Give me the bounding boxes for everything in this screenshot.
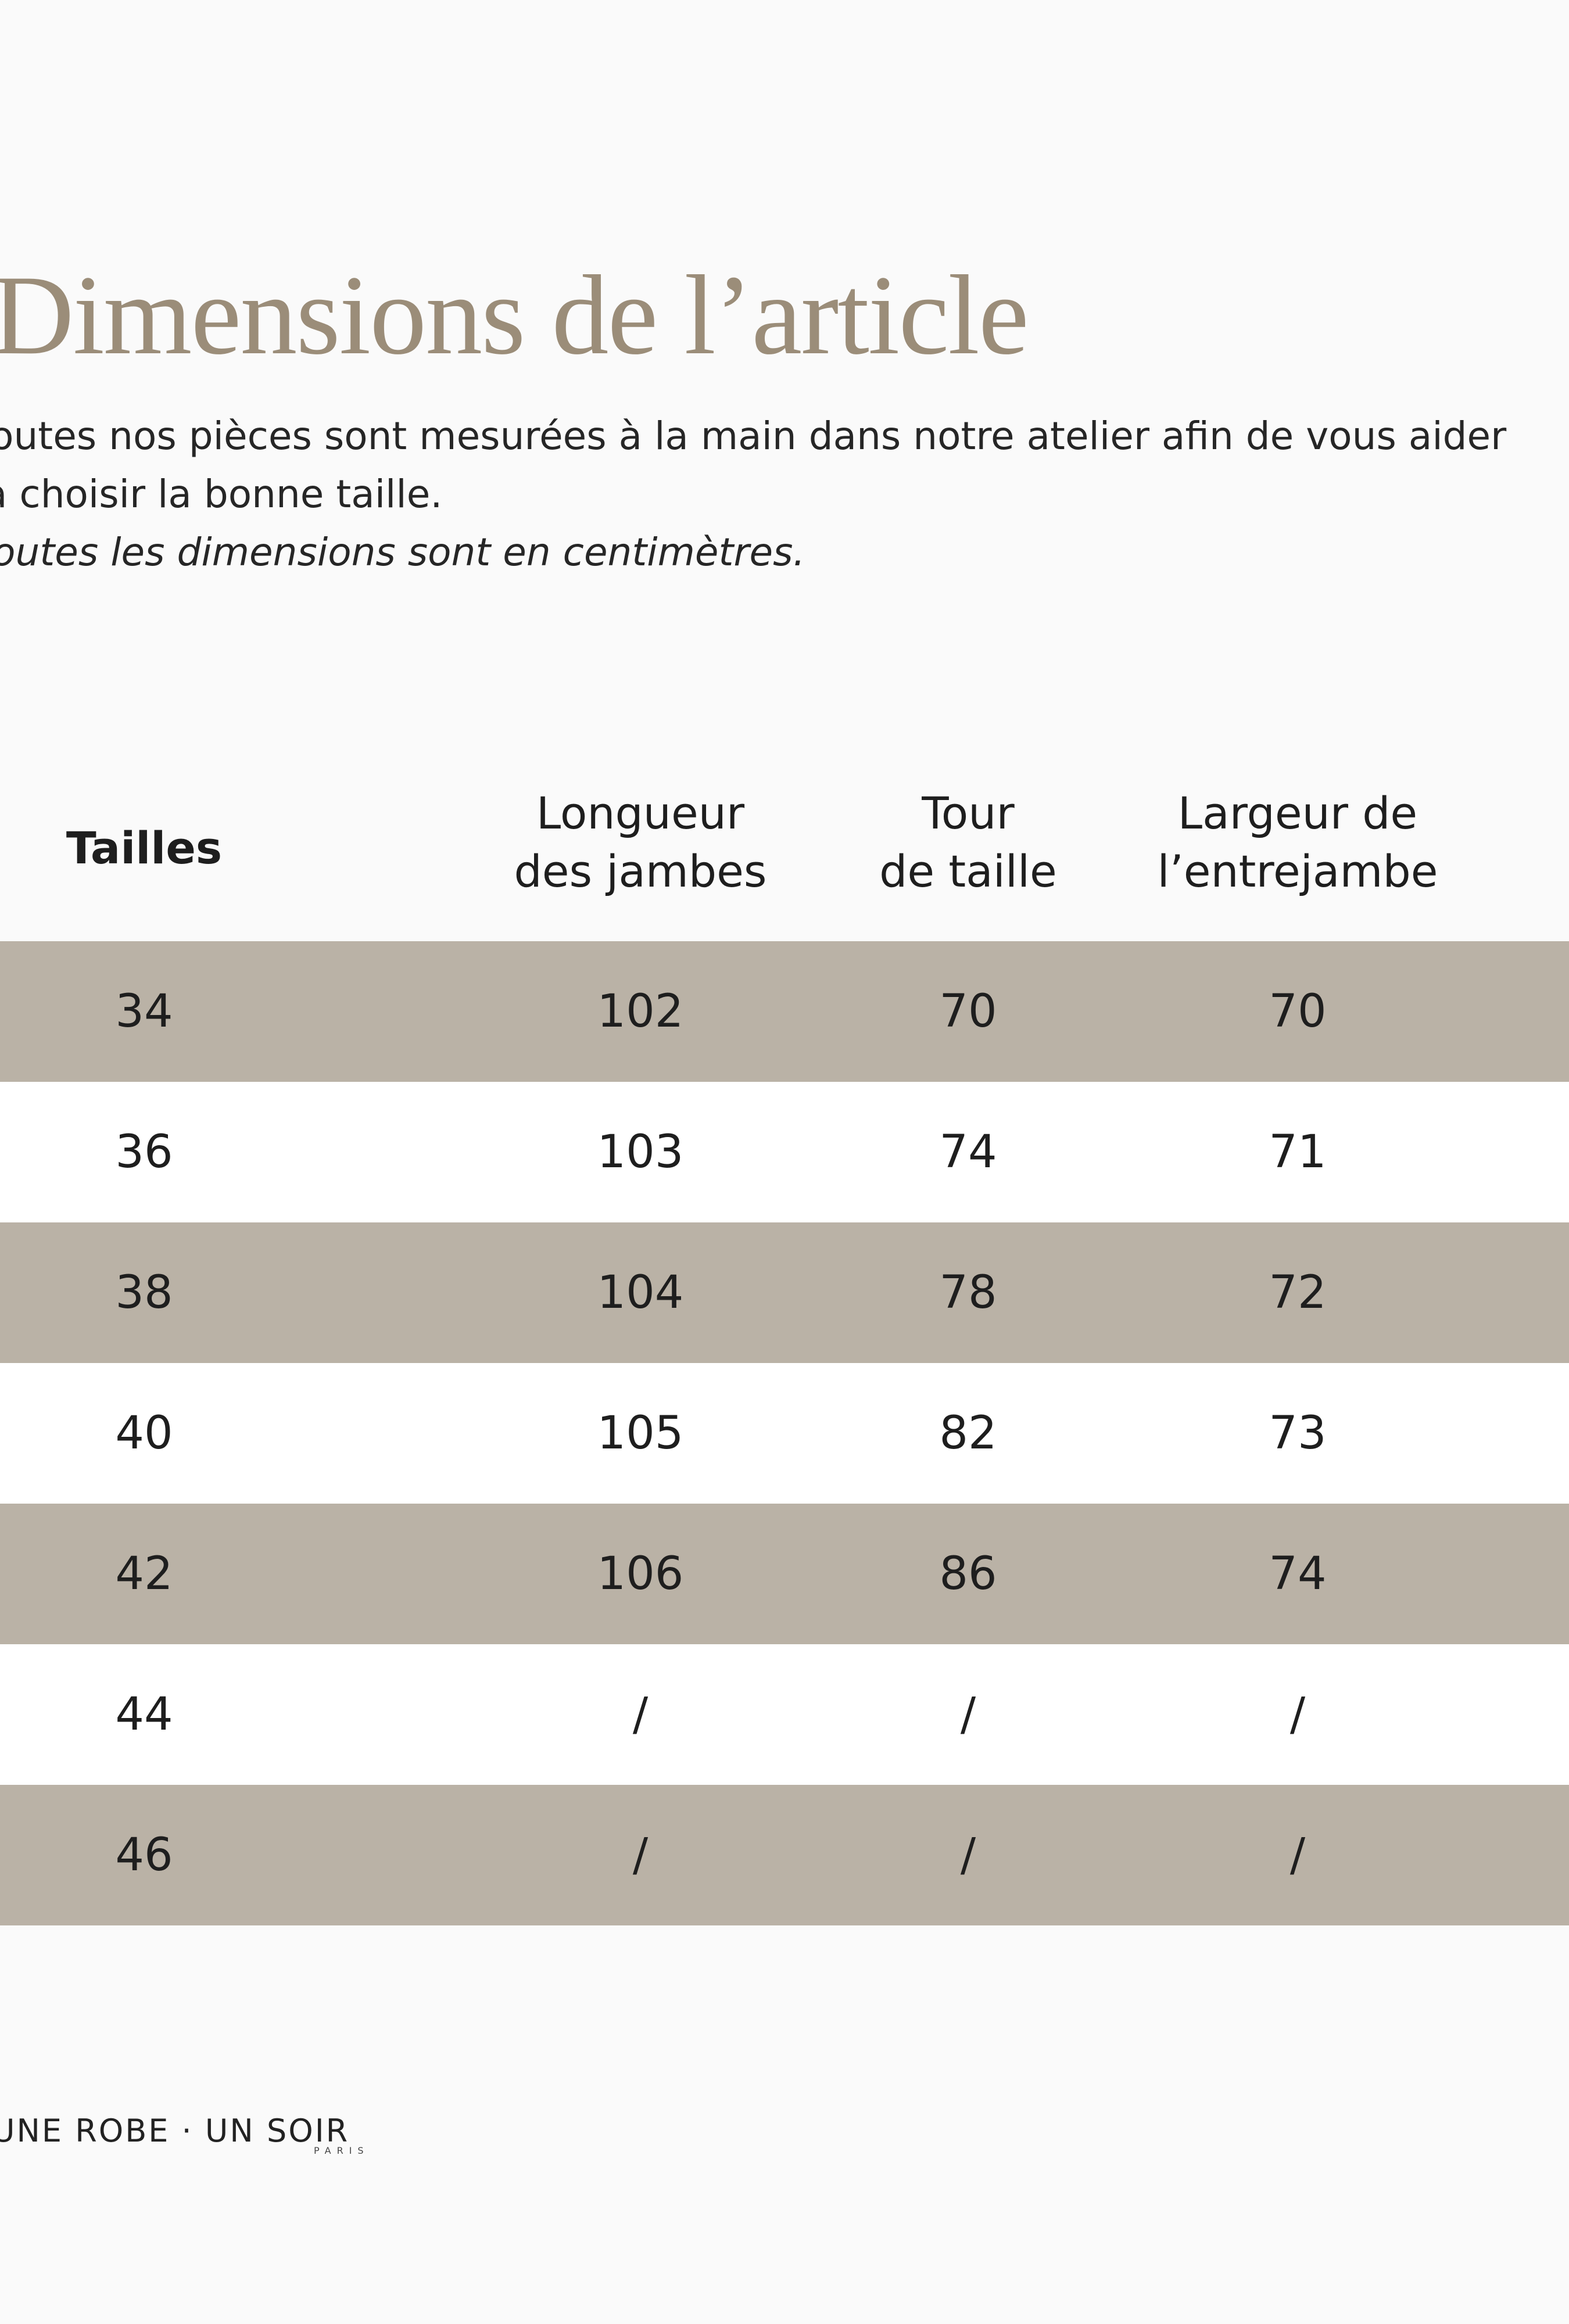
- table-cell: 73: [1269, 1407, 1327, 1459]
- table-cell: 71: [1269, 1126, 1327, 1178]
- table-cell: 104: [597, 1267, 684, 1319]
- header-line: Largeur de: [1177, 787, 1418, 839]
- table-cell: 40: [115, 1407, 173, 1459]
- table-cell: 74: [939, 1126, 997, 1178]
- table-cell: 82: [939, 1407, 997, 1459]
- table-cell: /: [632, 1829, 649, 1881]
- brand-city: PARIS: [314, 2145, 370, 2156]
- page-title: Dimensions de l’article: [0, 252, 1029, 378]
- table-cell: 86: [939, 1548, 997, 1600]
- table-cell: 44: [115, 1688, 173, 1741]
- table-cell: 74: [1269, 1548, 1327, 1600]
- table-cell: 36: [115, 1126, 173, 1178]
- table-cell: 102: [597, 985, 684, 1038]
- header-line: des jambes: [514, 845, 767, 897]
- intro-line: à choisir la bonne taille.: [0, 472, 443, 517]
- table-cell: 72: [1269, 1267, 1327, 1319]
- table-row: 38 104 78 72: [0, 1222, 1569, 1363]
- table-cell: 38: [115, 1267, 173, 1319]
- table-cell: 105: [597, 1407, 684, 1459]
- note: Toutes les dimensions sont en centimètre…: [0, 530, 805, 575]
- table-cell: 42: [115, 1548, 173, 1600]
- table-row: 36 103 74 71: [0, 1082, 1569, 1222]
- table-row: 44 / / /: [0, 1644, 1569, 1785]
- table-cell: 70: [1269, 985, 1327, 1038]
- brand-logo: UNE ROBE · UN SOIR: [0, 2113, 350, 2149]
- table-cell: /: [1289, 1688, 1306, 1741]
- table-cell: 70: [939, 985, 997, 1038]
- column-header: Largeur de l’entrejambe: [1157, 784, 1438, 901]
- table-cell: 106: [597, 1548, 684, 1600]
- header-line: Tailles: [66, 822, 223, 874]
- table-cell: /: [632, 1688, 649, 1741]
- column-header: Tour de taille: [879, 784, 1057, 901]
- header-line: de taille: [879, 845, 1057, 897]
- table-cell: /: [1289, 1829, 1306, 1881]
- table-row: 40 105 82 73: [0, 1363, 1569, 1504]
- column-header: Longueur des jambes: [514, 784, 766, 901]
- table-cell: 34: [115, 985, 173, 1038]
- header-line: l’entrejambe: [1157, 845, 1438, 897]
- intro-line: Toutes nos pièces sont mesurées à la mai…: [0, 414, 1507, 458]
- table-cell: 78: [939, 1267, 997, 1319]
- table-cell: /: [960, 1829, 976, 1881]
- table-cell: 46: [115, 1829, 173, 1881]
- table-row: 34 102 70 70: [0, 941, 1569, 1082]
- header-line: Tour: [922, 787, 1015, 839]
- table-cell: 103: [597, 1126, 684, 1178]
- table-row: 42 106 86 74: [0, 1504, 1569, 1644]
- table-row: 46 / / /: [0, 1785, 1569, 1925]
- table-cell: /: [960, 1688, 976, 1741]
- header-line: Longueur: [536, 787, 745, 839]
- column-header: Tailles: [66, 819, 222, 877]
